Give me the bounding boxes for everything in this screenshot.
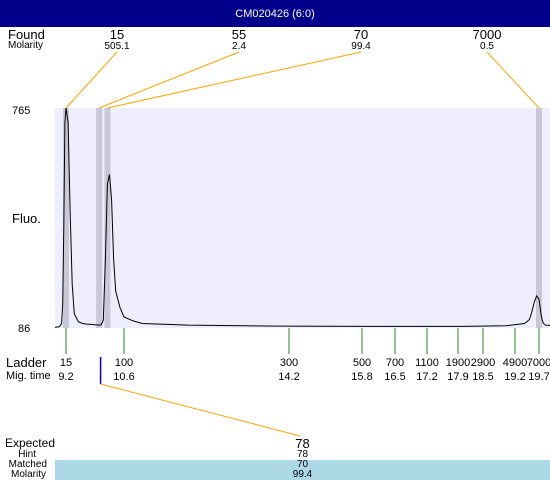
window-title: CM020426 (6:0): [235, 7, 315, 20]
matched-label: Matched: [8, 459, 47, 470]
ladder-time-label: 17.2: [416, 371, 438, 383]
expected-value: 78: [295, 436, 310, 451]
expected-label: Expected: [4, 436, 55, 450]
found-peak-molarity: 0.5: [480, 41, 494, 52]
ladder-time-label: 15.8: [351, 371, 373, 383]
ladder-size-label: 500: [352, 357, 372, 369]
molarity-label: Molarity: [8, 40, 44, 51]
ladder-time-label: 10.6: [113, 371, 135, 383]
ladder-time-label: 16.5: [384, 371, 406, 383]
ladder-size-label: 700: [385, 357, 405, 369]
peak-callout-line: [107, 51, 362, 109]
ladder-size-label: 2900: [470, 357, 496, 369]
peak-band: [63, 108, 69, 328]
expected-molarity-label: Molarity: [10, 469, 46, 480]
ladder-size-label: 7000: [526, 357, 550, 369]
ladder-size-label: 15: [59, 357, 73, 369]
expected-molarity-value: 99.4: [292, 469, 313, 480]
hint-value: 78: [296, 449, 309, 460]
found-peak-size: 7000: [472, 27, 502, 42]
found-peak-size: 15: [109, 27, 125, 42]
hint-band: [55, 460, 550, 480]
trace-line: [54, 107, 550, 328]
peak-band: [104, 108, 111, 328]
found-peak-molarity: 99.4: [351, 41, 371, 52]
matched-value: 70: [296, 459, 309, 470]
window-title-bar: CM020426 (6:0): [0, 0, 550, 27]
ladder-time-label: 18.5: [472, 371, 494, 383]
ladder-size-label: 1900: [445, 357, 471, 369]
peak-band: [96, 108, 103, 328]
found-peak-molarity: 2.4: [232, 41, 246, 52]
found-peak-molarity: 505.1: [104, 41, 130, 52]
peak-callout-line: [486, 51, 540, 109]
found-peak-size: 55: [231, 27, 247, 42]
migtime-label: Mig. time: [6, 370, 51, 382]
fluo-label: Fluo.: [12, 211, 41, 226]
ladder-size-label: 4900: [502, 357, 528, 369]
y-axis-min-label: 86: [18, 323, 31, 335]
ladder-size-label: 1100: [415, 357, 439, 369]
peak-callout-line: [65, 51, 118, 109]
peak-band: [536, 108, 542, 328]
plot-area: [55, 108, 550, 328]
ladder-time-label: 14.2: [278, 371, 300, 383]
y-axis-max-label: 765: [12, 105, 31, 117]
hint-label: Hint: [18, 449, 36, 460]
expected-callout-line: [100, 383, 301, 437]
ladder-time-label: 9.2: [58, 371, 74, 383]
ladder-label: Ladder: [6, 355, 47, 370]
peak-callout-line: [98, 51, 240, 109]
ladder-time-label: 17.9: [447, 371, 469, 383]
found-label: Found: [8, 27, 45, 42]
ladder-size-label: 100: [114, 357, 134, 369]
found-peak-size: 70: [353, 27, 369, 42]
ladder-time-label: 19.2: [504, 371, 526, 383]
ladder-size-label: 300: [279, 357, 299, 369]
ladder-time-label: 19.7: [528, 371, 550, 383]
